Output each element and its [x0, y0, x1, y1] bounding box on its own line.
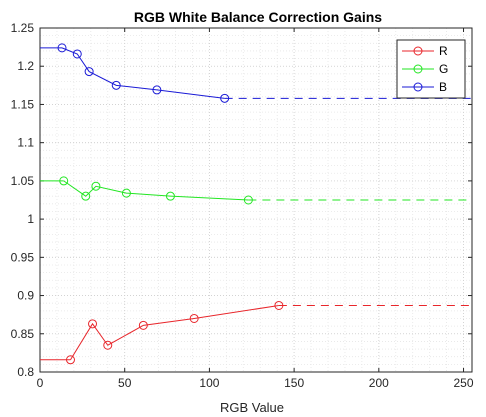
- series-b-point[interactable]: [152, 85, 162, 95]
- y-tick-label: 1.2: [17, 59, 34, 73]
- y-tick-label: 1.1: [17, 136, 34, 150]
- series-g-point[interactable]: [59, 176, 69, 186]
- series-r-point[interactable]: [65, 355, 75, 365]
- y-tick-label: 0.8: [17, 365, 34, 379]
- series-g-point[interactable]: [243, 195, 253, 205]
- series-b-point[interactable]: [111, 80, 121, 90]
- series-b-point[interactable]: [220, 93, 230, 103]
- series-group: [40, 43, 472, 365]
- series-g-point[interactable]: [81, 191, 91, 201]
- legend-marker-b: [413, 82, 423, 92]
- legend[interactable]: RGB: [396, 39, 466, 99]
- x-tick-label: 200: [369, 376, 389, 390]
- legend-label-g: G: [439, 62, 448, 76]
- legend-marker-r: [413, 46, 423, 56]
- x-tick-label: 50: [118, 376, 132, 390]
- y-tick-label: 1: [27, 212, 34, 226]
- series-b-point[interactable]: [72, 49, 82, 59]
- axes: 0 50 100 150 200 250 0.8 0.85 0.9 0.95 1 1.05 1.1 1.1…: [11, 21, 474, 390]
- series-r-line: [70, 304, 279, 361]
- series-b-point[interactable]: [57, 43, 67, 53]
- x-tick-label: 250: [454, 376, 474, 390]
- x-tick-label: 150: [284, 376, 304, 390]
- x-axis-label: RGB Value: [220, 400, 284, 415]
- y-tick-label: 0.85: [11, 327, 35, 341]
- series-r-point[interactable]: [88, 319, 98, 329]
- series-b: [40, 43, 472, 103]
- y-tick-label: 0.9: [17, 289, 34, 303]
- series-r-point[interactable]: [274, 300, 284, 310]
- series-g: [40, 176, 472, 205]
- y-tick-label: 0.95: [11, 250, 35, 264]
- series-r: [40, 300, 472, 365]
- series-r-point[interactable]: [103, 340, 113, 350]
- series-b-point[interactable]: [84, 67, 94, 77]
- legend-label-r: R: [439, 44, 448, 58]
- plot-area-border: [39, 27, 473, 373]
- legend-marker-g: [413, 64, 423, 74]
- x-tick-label: 0: [37, 376, 44, 390]
- series-g-point[interactable]: [121, 188, 131, 198]
- x-tick-label: 100: [199, 376, 219, 390]
- y-tick-label: 1.25: [11, 21, 35, 35]
- legend-label-b: B: [439, 80, 447, 94]
- series-b-line: [61, 47, 225, 99]
- series-r-point[interactable]: [138, 320, 148, 330]
- series-r-point[interactable]: [189, 313, 199, 323]
- y-tick-label: 1.05: [11, 174, 35, 188]
- series-g-point[interactable]: [91, 181, 101, 191]
- chart-title: RGB White Balance Correction Gains: [134, 9, 382, 25]
- series-g-point[interactable]: [165, 191, 175, 201]
- y-tick-label: 1.15: [11, 97, 35, 111]
